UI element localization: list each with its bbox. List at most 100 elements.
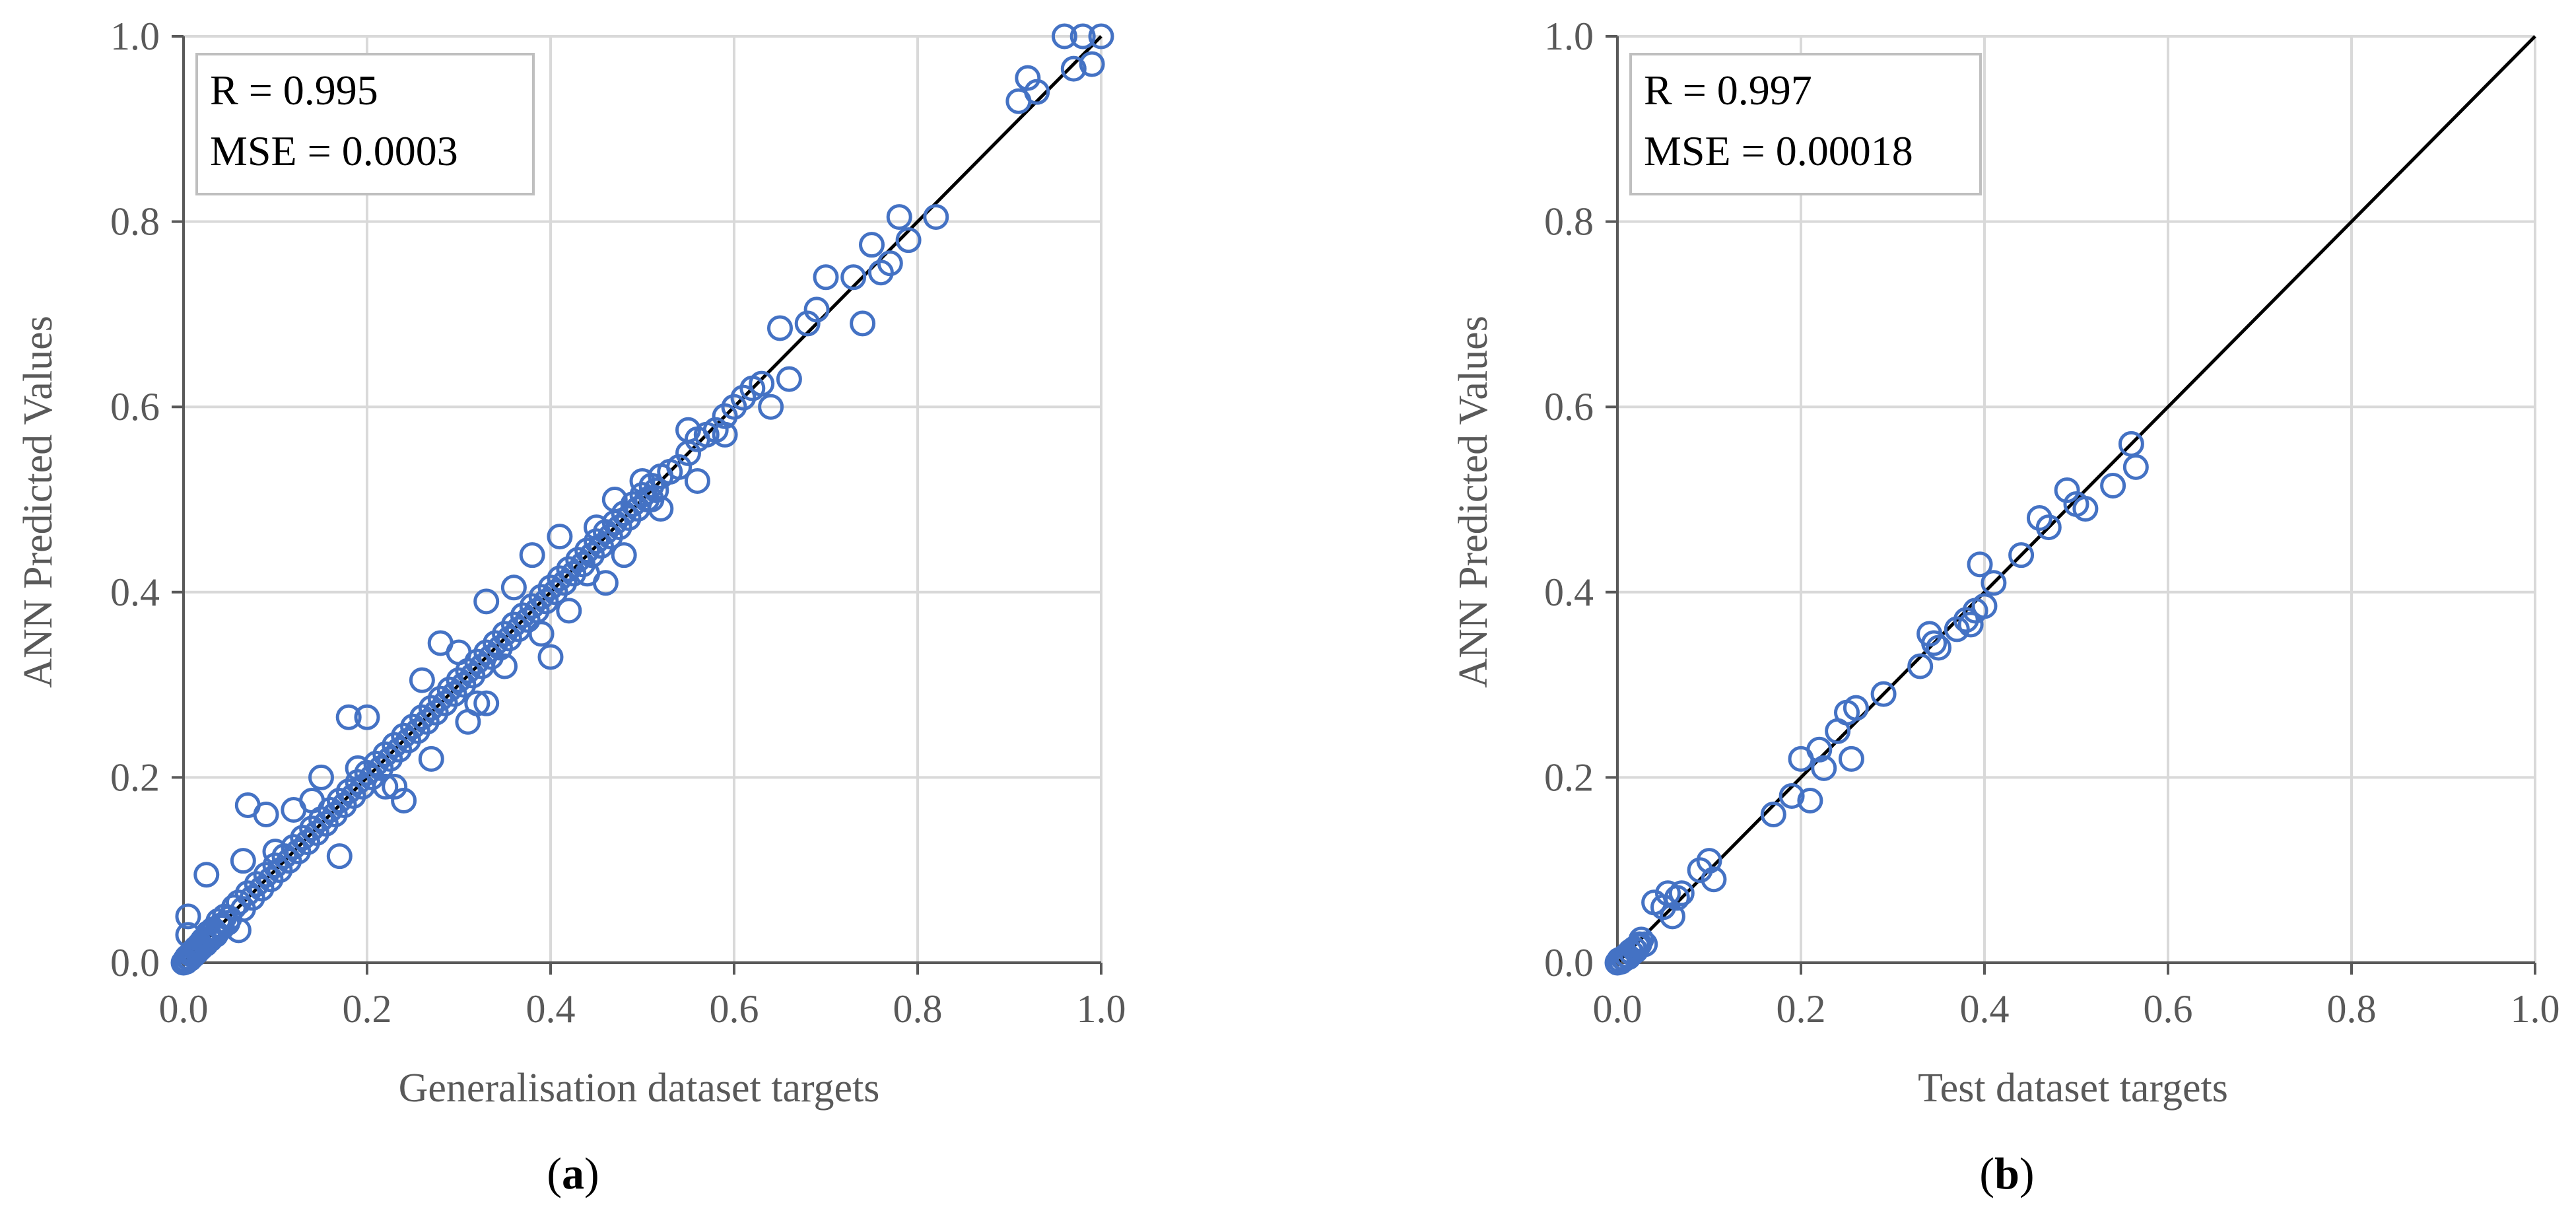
data-point <box>1701 866 1727 893</box>
axes-a <box>172 35 1102 975</box>
data-point <box>675 417 701 443</box>
data-point <box>363 750 390 777</box>
data-point <box>418 695 444 721</box>
data-point <box>459 662 486 689</box>
data-point <box>1967 551 1993 578</box>
data-point <box>331 792 357 818</box>
data-point <box>446 667 472 693</box>
data-point <box>382 773 408 800</box>
y-tick-label: 0.4 <box>110 570 160 614</box>
data-point <box>850 310 876 337</box>
data-point <box>377 745 403 772</box>
stats-mse-b: MSE = 0.00018 <box>1644 127 1913 174</box>
data-point <box>547 565 573 592</box>
y-tick-label: 0.6 <box>1544 385 1594 429</box>
data-point <box>345 769 371 795</box>
x-tick-label: 0.8 <box>893 987 943 1031</box>
data-point <box>244 871 270 897</box>
data-point <box>524 598 550 624</box>
data-point <box>205 908 232 934</box>
data-point <box>1024 79 1050 105</box>
data-point <box>721 394 747 420</box>
y-tick-label: 0.6 <box>110 385 160 429</box>
data-point <box>281 834 307 860</box>
data-point <box>601 487 628 512</box>
data-point <box>666 454 693 480</box>
data-point <box>2035 514 2062 541</box>
data-point <box>290 825 316 851</box>
data-point <box>1628 926 1654 953</box>
data-point <box>294 829 321 856</box>
data-point <box>496 625 522 652</box>
y-tick-label: 0.0 <box>110 941 160 984</box>
data-point <box>1944 616 1970 642</box>
data-point <box>312 811 339 837</box>
data-point <box>1843 695 1869 721</box>
data-point <box>588 533 614 559</box>
data-point <box>413 708 440 735</box>
scatter-plot-a: 0.0 0.2 0.4 0.6 0.8 1.0 0.0 0.2 0.4 0.6 0.8 1.0 R … <box>16 15 1126 1198</box>
data-point <box>326 843 353 870</box>
data-point <box>611 501 637 527</box>
data-point <box>1870 681 1897 707</box>
y-tick-label: 0.8 <box>110 200 160 244</box>
x-tick-label: 0.4 <box>526 987 576 1031</box>
data-point <box>267 857 293 883</box>
data-point <box>335 778 362 804</box>
data-point <box>560 561 587 587</box>
data-point <box>611 542 637 569</box>
grid-a <box>184 35 1102 963</box>
data-point <box>492 621 518 647</box>
data-point <box>487 635 514 661</box>
data-point <box>1921 630 1948 656</box>
data-point <box>193 862 220 888</box>
data-point <box>712 421 738 448</box>
data-point <box>500 574 527 601</box>
data-point <box>1668 880 1695 907</box>
data-point <box>867 259 894 286</box>
panel-label-a: (a) <box>547 1148 599 1198</box>
stats-box-frame-b <box>1629 53 1982 195</box>
data-point <box>335 704 362 730</box>
data-point <box>395 727 422 753</box>
data-point <box>299 815 325 842</box>
data-point <box>253 862 279 888</box>
data-point <box>606 514 632 541</box>
data-point <box>514 607 541 633</box>
data-point <box>684 467 710 494</box>
data-point <box>500 611 527 638</box>
data-point <box>1981 570 2007 596</box>
data-point <box>418 745 444 772</box>
data-point <box>441 681 467 707</box>
y-axis-label-b: ANN Predicted Values <box>1451 316 1496 688</box>
data-point <box>547 524 573 550</box>
data-point <box>391 787 417 813</box>
data-point <box>840 264 867 291</box>
x-tick-label: 0.0 <box>1593 987 1643 1031</box>
x-tick-label: 1.0 <box>2511 987 2560 1031</box>
stats-box-frame-a <box>195 53 535 195</box>
data-point <box>579 542 605 569</box>
data-point <box>234 880 261 907</box>
data-point <box>230 848 256 874</box>
y-axis-label-a: ANN Predicted Values <box>16 316 61 688</box>
data-point <box>537 644 564 670</box>
data-point <box>1632 931 1658 957</box>
data-point <box>2100 472 2126 499</box>
data-point <box>519 593 545 619</box>
data-point <box>749 370 775 397</box>
data-point <box>551 570 578 596</box>
data-point <box>648 496 674 522</box>
data-point <box>372 773 399 800</box>
data-point <box>473 639 500 666</box>
y-tick-label: 0.0 <box>1544 941 1594 984</box>
data-point <box>483 630 509 656</box>
data-point <box>1696 848 1722 874</box>
y-tick-label: 1.0 <box>110 15 160 58</box>
data-point <box>1907 653 1934 679</box>
data-point <box>175 903 201 930</box>
data-point <box>592 570 619 596</box>
x-tick-label: 0.2 <box>1777 987 1826 1031</box>
y-tick-label: 0.8 <box>1544 200 1594 244</box>
